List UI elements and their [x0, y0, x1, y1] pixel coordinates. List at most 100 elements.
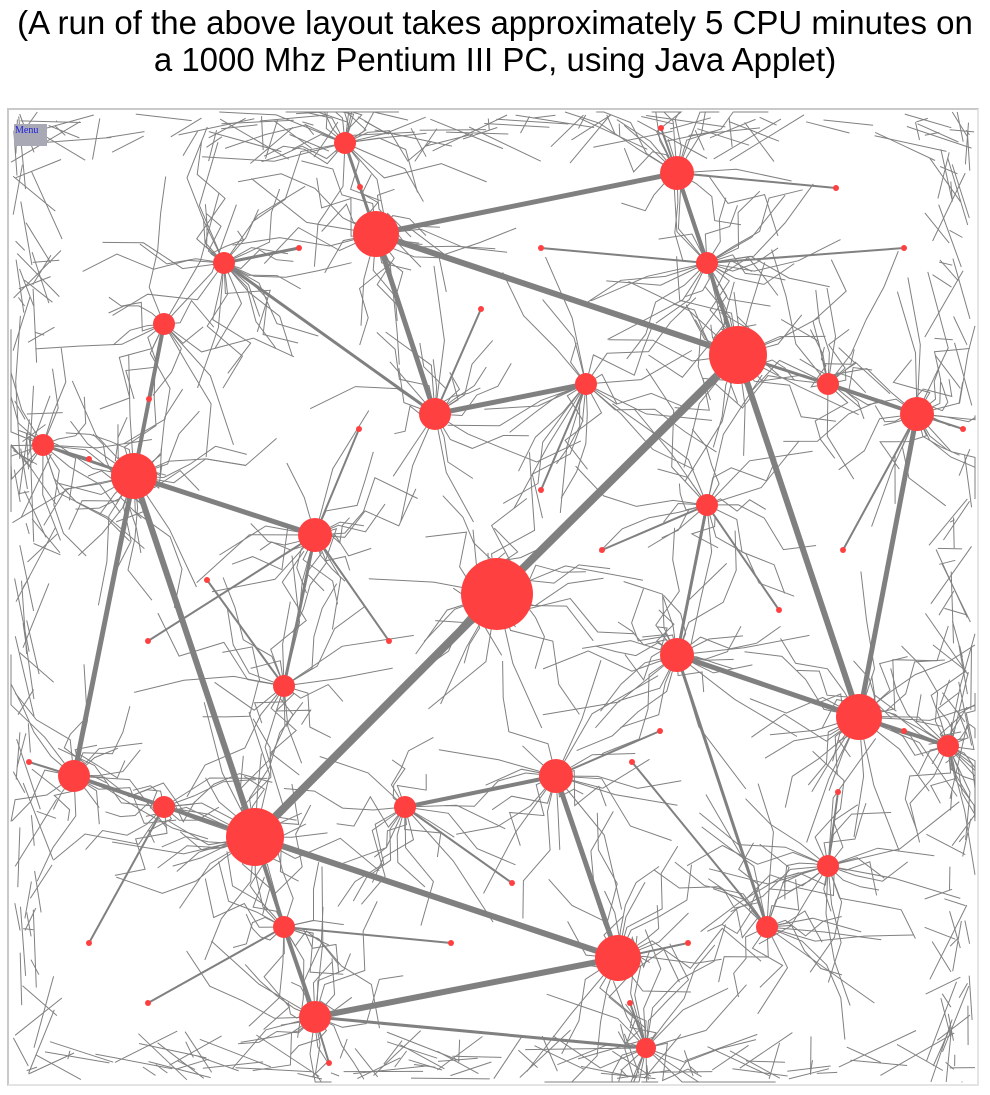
border-edge [678, 1061, 687, 1072]
mesh-edge [163, 192, 220, 325]
mesh-edge [292, 534, 328, 633]
mesh-edge [186, 126, 225, 264]
border-edge [135, 113, 192, 122]
mesh-edge [36, 775, 77, 882]
mesh-edge [222, 646, 285, 687]
border-edge [92, 118, 101, 160]
border-edge [13, 469, 21, 503]
mesh-edge [42, 439, 152, 449]
tree-edge [601, 504, 708, 551]
mesh-edge [766, 916, 842, 937]
mesh-edge [502, 660, 557, 777]
menu-button[interactable]: Menu [14, 124, 47, 146]
tree-edge [540, 383, 587, 491]
mesh-edge [641, 1047, 659, 1083]
border-edge [934, 337, 953, 341]
tree-edge [282, 534, 317, 687]
border-edge [32, 254, 52, 286]
border-edge [941, 993, 952, 1008]
border-edge [958, 644, 968, 695]
mesh-edge [283, 862, 320, 928]
border-edge [424, 133, 474, 147]
tree-edge [494, 352, 741, 597]
graph-node [937, 735, 959, 757]
tree-edge [71, 475, 137, 777]
border-edge [846, 1046, 882, 1063]
border-edge [177, 1060, 196, 1071]
border-edge [23, 279, 53, 303]
mesh-edge [283, 685, 303, 764]
mesh-edge [344, 130, 432, 162]
mesh-edge [232, 233, 377, 247]
tree-edge [375, 170, 678, 237]
tree-edge [206, 579, 285, 687]
mesh-edge [42, 444, 121, 513]
mesh-edge [709, 375, 829, 409]
border-edge [578, 114, 587, 129]
tree-edge [434, 308, 482, 415]
mesh-edge [542, 654, 678, 716]
mesh-edge [444, 772, 557, 807]
border-edge [962, 818, 972, 857]
mesh-edge [85, 806, 165, 850]
mesh-edge [385, 331, 436, 415]
mesh-edge [314, 975, 404, 1028]
border-edge [788, 1068, 830, 1080]
mesh-edge [706, 504, 817, 551]
border-edge [22, 583, 50, 648]
mesh-edge [373, 806, 407, 858]
border-edge [932, 172, 966, 242]
mesh-edge [404, 804, 506, 830]
border-edge [28, 1009, 55, 1074]
mesh-edge [555, 775, 682, 789]
border-edge [24, 881, 32, 919]
mesh-edge [226, 851, 285, 928]
mesh-edge [705, 794, 768, 928]
tree-edge [706, 504, 780, 611]
mesh-edge [733, 926, 768, 998]
mesh-edge [226, 607, 285, 687]
border-edge [202, 1061, 264, 1069]
mesh-edge [564, 383, 603, 470]
border-edge [27, 326, 55, 343]
graph-nodes [26, 125, 966, 1066]
mesh-edge [108, 296, 165, 332]
mesh-edge [282, 601, 291, 687]
border-edge [709, 118, 756, 139]
graph-node [394, 796, 416, 818]
applet-canvas[interactable]: Menu [7, 108, 979, 1086]
mesh-edge [730, 865, 829, 913]
tree-edge [373, 233, 438, 415]
mesh-edge [810, 346, 829, 388]
graph-node [595, 935, 641, 981]
border-edge [33, 543, 61, 556]
tree-edge [133, 473, 316, 538]
border-edge [964, 920, 971, 944]
leaf-node [326, 1060, 332, 1066]
leaf-node [204, 577, 210, 583]
mesh-edge [484, 383, 587, 410]
border-edge [787, 1065, 831, 1072]
border-edge [944, 898, 966, 907]
mesh-edge [52, 806, 165, 861]
border-edge [729, 1050, 781, 1079]
border-edge [452, 1055, 502, 1058]
mesh-edge [542, 650, 678, 672]
mesh-edge [404, 806, 494, 923]
mesh-edge [10, 654, 75, 777]
mesh-edge [607, 262, 708, 340]
border-edge [958, 681, 973, 746]
border-edge [951, 671, 969, 743]
border-edge [17, 297, 26, 307]
border-edge [196, 1055, 239, 1072]
border-edge [20, 906, 27, 976]
border-edge [643, 1033, 682, 1079]
leaf-node [901, 728, 907, 734]
border-edge [95, 1053, 173, 1070]
border-edge [917, 123, 959, 143]
graph-node [696, 252, 718, 274]
mesh-edge [901, 645, 949, 747]
border-edge [620, 1069, 629, 1078]
mesh-edge [102, 241, 225, 270]
mesh-edge [647, 504, 708, 548]
